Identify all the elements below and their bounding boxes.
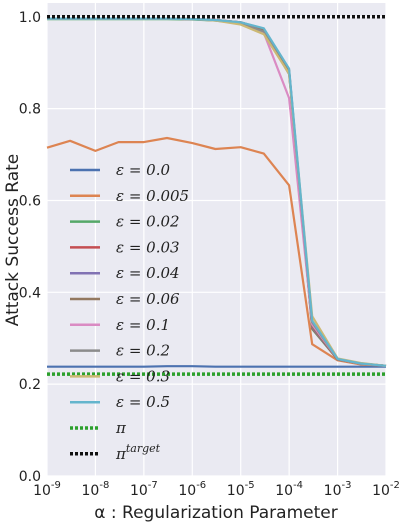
x-tick-label: 10-8 [82,480,110,499]
legend: ε = 0.0 ε = 0.005 ε = 0.02 ε = 0.03 ε = 0.04… [70,161,189,463]
y-tick-label: 0.4 [19,285,41,301]
y-tick-label: 0.8 [19,102,41,118]
y-axis-label: Attack Success Rate [3,154,23,327]
axis-ticks: 0.0 0.2 0.4 0.6 0.8 1.0 10-9 10-8 10-7 10-6 10-5 10… [19,10,400,499]
legend-label-5: ε = 0.06 [116,290,180,308]
legend-label-3: ε = 0.03 [116,238,180,256]
legend-label-10: π [115,419,127,437]
x-tick-label: 10-3 [324,480,352,499]
plot-background [47,3,386,476]
series-line-1 [46,136,387,367]
x-tick-label: 10-7 [130,480,158,499]
legend-label-9: ε = 0.5 [116,393,170,411]
x-tick-label: 10-2 [372,480,400,499]
y-tick-label: 0.0 [19,469,41,485]
x-tick-label: 10-9 [33,480,61,499]
legend-label-2: ε = 0.02 [116,213,180,231]
legend-label-8: ε = 0.3 [116,367,170,385]
series-line-0 [47,365,386,368]
legend-label-6: ε = 0.1 [116,316,170,334]
legend-label-1: ε = 0.005 [116,187,189,205]
y-tick-label: 0.6 [19,193,41,209]
legend-label-0: ε = 0.0 [116,161,170,179]
x-tick-label: 10-5 [227,480,255,499]
legend-label-11: πtarget [115,442,161,463]
x-tick-label: 10-4 [275,480,303,499]
legend-label-7: ε = 0.2 [116,342,170,360]
y-tick-label: 1.0 [19,10,41,26]
legend-label-4: ε = 0.04 [116,264,180,282]
y-tick-label: 0.2 [19,377,41,393]
x-tick-label: 10-6 [178,480,206,499]
series-line-9 [47,17,387,367]
x-axis-label: α : Regularization Parameter [94,503,337,523]
series-lines [46,15,387,376]
